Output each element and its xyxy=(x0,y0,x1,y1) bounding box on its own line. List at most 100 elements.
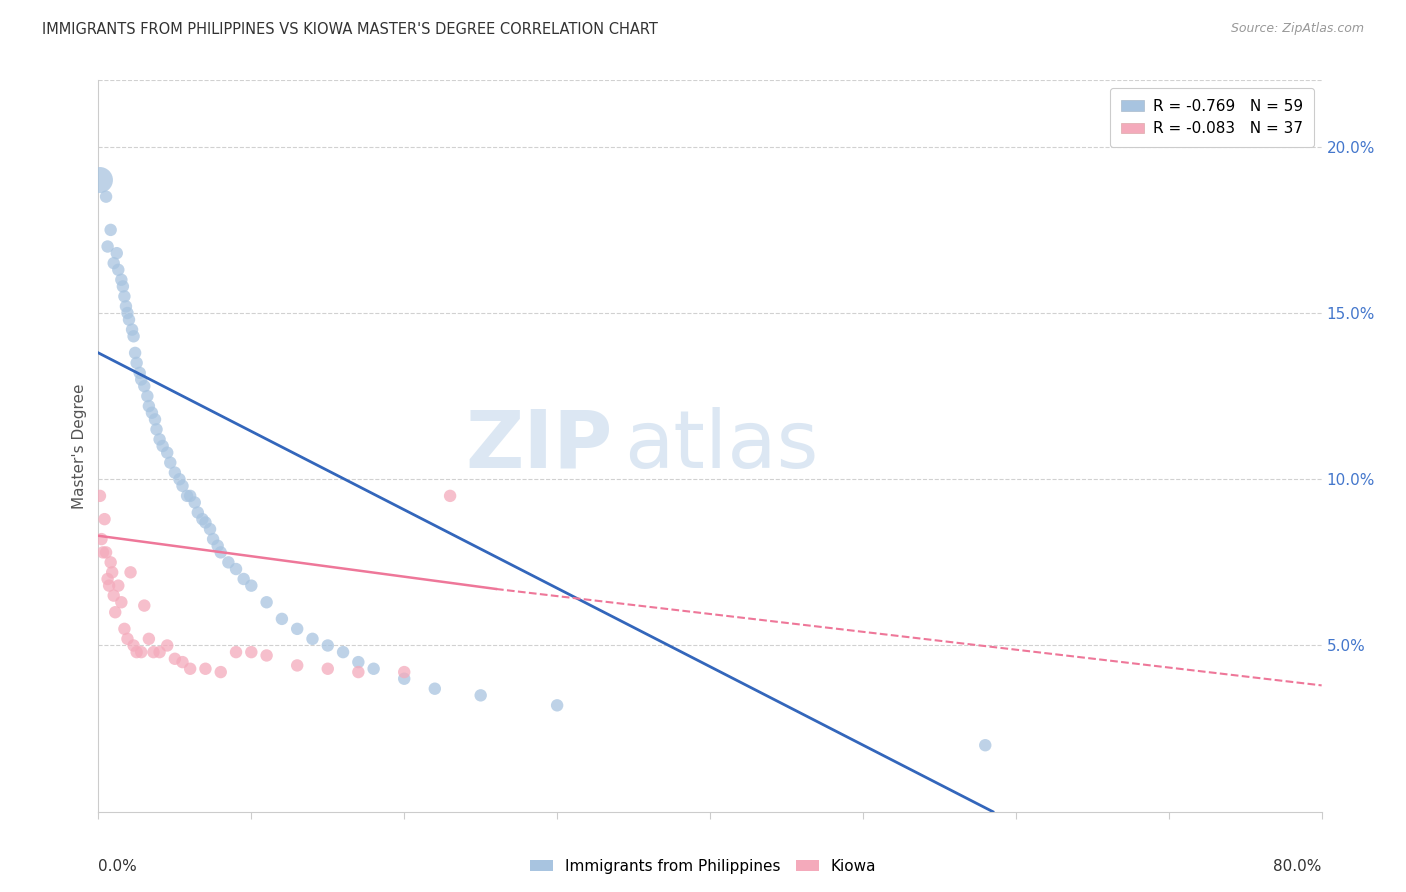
Point xyxy=(112,622,135,636)
Point xyxy=(194,516,217,530)
Point xyxy=(103,256,125,270)
Text: ZIP: ZIP xyxy=(465,407,612,485)
Point xyxy=(225,645,247,659)
Point xyxy=(152,439,174,453)
Point xyxy=(107,262,129,277)
Text: Source: ZipAtlas.com: Source: ZipAtlas.com xyxy=(1230,22,1364,36)
Point xyxy=(232,572,254,586)
Legend: Immigrants from Philippines, Kiowa: Immigrants from Philippines, Kiowa xyxy=(523,853,883,880)
Point xyxy=(363,662,385,676)
Point xyxy=(225,562,247,576)
Point xyxy=(138,399,160,413)
Point xyxy=(104,605,127,619)
Point xyxy=(169,472,191,486)
Point xyxy=(115,299,138,313)
Point xyxy=(94,545,117,559)
Point xyxy=(332,645,354,659)
Point xyxy=(198,522,221,536)
Point xyxy=(149,433,172,447)
Point xyxy=(125,645,148,659)
Point xyxy=(125,356,148,370)
Point xyxy=(136,389,159,403)
Text: 80.0%: 80.0% xyxy=(1274,859,1322,874)
Point xyxy=(209,665,232,679)
Point xyxy=(423,681,446,696)
Point xyxy=(128,366,150,380)
Point xyxy=(392,665,416,679)
Point xyxy=(111,279,134,293)
Text: atlas: atlas xyxy=(624,407,818,485)
Point xyxy=(129,372,152,386)
Point xyxy=(143,412,166,426)
Point xyxy=(89,489,111,503)
Point xyxy=(194,662,217,676)
Point xyxy=(121,323,143,337)
Point xyxy=(184,495,207,509)
Text: 0.0%: 0.0% xyxy=(98,859,138,874)
Point xyxy=(163,466,186,480)
Point xyxy=(256,595,278,609)
Point xyxy=(94,189,117,203)
Y-axis label: Master's Degree: Master's Degree xyxy=(72,384,87,508)
Point xyxy=(187,506,209,520)
Point xyxy=(316,662,339,676)
Point xyxy=(105,246,128,260)
Point xyxy=(316,639,339,653)
Point xyxy=(240,579,263,593)
Point xyxy=(392,672,416,686)
Point xyxy=(470,689,492,703)
Point xyxy=(163,652,186,666)
Point xyxy=(285,658,308,673)
Point xyxy=(101,566,124,580)
Point xyxy=(97,239,120,253)
Point xyxy=(103,589,125,603)
Point xyxy=(202,532,225,546)
Point xyxy=(93,512,115,526)
Point xyxy=(347,655,370,669)
Point xyxy=(179,489,201,503)
Point xyxy=(176,489,198,503)
Point xyxy=(974,738,997,752)
Point xyxy=(285,622,308,636)
Point xyxy=(156,445,179,459)
Point xyxy=(112,289,135,303)
Point xyxy=(117,306,139,320)
Point xyxy=(107,579,129,593)
Point xyxy=(145,422,167,436)
Point xyxy=(191,512,214,526)
Point xyxy=(141,406,163,420)
Point xyxy=(134,599,156,613)
Legend: R = -0.769   N = 59, R = -0.083   N = 37: R = -0.769 N = 59, R = -0.083 N = 37 xyxy=(1111,88,1315,147)
Point xyxy=(217,555,239,569)
Point xyxy=(117,632,139,646)
Point xyxy=(89,173,111,187)
Point xyxy=(120,566,142,580)
Point xyxy=(90,532,112,546)
Point xyxy=(124,346,146,360)
Point xyxy=(172,479,194,493)
Point xyxy=(209,545,232,559)
Point xyxy=(100,555,122,569)
Point xyxy=(129,645,152,659)
Point xyxy=(91,545,114,559)
Point xyxy=(110,595,132,609)
Point xyxy=(110,273,132,287)
Point xyxy=(179,662,201,676)
Point xyxy=(149,645,172,659)
Point xyxy=(207,539,229,553)
Point xyxy=(159,456,181,470)
Point xyxy=(97,572,120,586)
Point xyxy=(301,632,323,646)
Point xyxy=(118,312,141,326)
Point xyxy=(270,612,292,626)
Point xyxy=(439,489,461,503)
Point xyxy=(256,648,278,663)
Point xyxy=(172,655,194,669)
Point xyxy=(138,632,160,646)
Text: IMMIGRANTS FROM PHILIPPINES VS KIOWA MASTER'S DEGREE CORRELATION CHART: IMMIGRANTS FROM PHILIPPINES VS KIOWA MAS… xyxy=(42,22,658,37)
Point xyxy=(122,329,145,343)
Point xyxy=(100,223,122,237)
Point xyxy=(142,645,165,659)
Point xyxy=(134,379,156,393)
Point xyxy=(156,639,179,653)
